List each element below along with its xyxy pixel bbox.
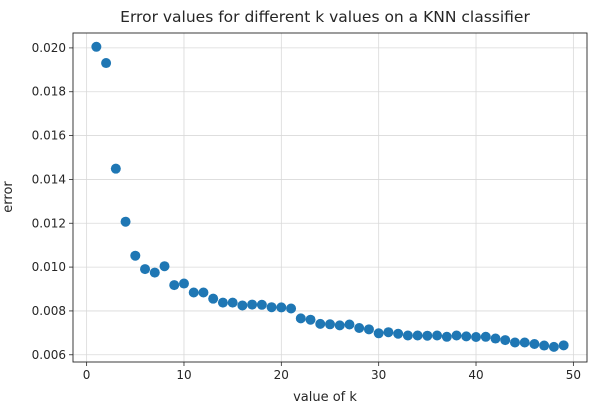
x-tick-label: 0 <box>83 368 91 382</box>
data-points <box>91 41 569 352</box>
data-point <box>217 297 228 308</box>
data-point <box>354 323 365 334</box>
data-point <box>198 287 209 298</box>
plot-frame <box>72 32 588 363</box>
data-point <box>363 324 374 335</box>
data-point <box>490 333 501 344</box>
data-point <box>169 280 180 291</box>
y-tick-label: 0.012 <box>32 216 66 230</box>
grid <box>73 33 587 362</box>
y-tick-label: 0.014 <box>32 172 66 186</box>
y-tick-label: 0.018 <box>32 85 66 99</box>
data-point <box>286 303 297 314</box>
data-point <box>91 41 102 52</box>
data-point <box>451 330 462 341</box>
data-point <box>120 216 131 227</box>
data-point <box>247 299 258 310</box>
data-point <box>325 319 335 330</box>
y-ticks: 0.006 0.008 0.010 0.012 0.014 0.016 0.018 0.020 <box>32 41 73 362</box>
data-point <box>295 313 306 324</box>
x-tick-label: 50 <box>566 368 581 382</box>
data-point <box>334 320 345 331</box>
data-point <box>529 339 540 350</box>
data-point <box>558 340 569 351</box>
data-point <box>500 335 511 346</box>
data-point <box>344 319 355 330</box>
data-point <box>441 331 452 342</box>
y-axis-label: error <box>1 181 16 213</box>
data-point <box>402 330 413 341</box>
data-point <box>471 332 482 343</box>
data-point <box>548 341 559 352</box>
data-point <box>383 327 394 338</box>
y-tick-label: 0.016 <box>32 129 66 143</box>
x-tick-label: 30 <box>371 368 386 382</box>
data-point <box>412 330 423 341</box>
data-point <box>461 331 472 342</box>
data-point <box>130 250 141 261</box>
x-axis-label: value of k <box>293 390 357 405</box>
data-point <box>188 287 199 298</box>
data-point <box>315 318 326 329</box>
x-tick-label: 40 <box>468 368 483 382</box>
data-point <box>276 302 287 313</box>
y-tick-label: 0.006 <box>32 348 66 362</box>
data-point <box>480 331 491 342</box>
data-point <box>539 340 550 351</box>
data-point <box>149 267 160 278</box>
y-tick-label: 0.010 <box>32 260 66 274</box>
data-point <box>208 293 219 304</box>
data-point <box>140 264 151 275</box>
chart-title: Error values for different k values on a… <box>120 8 530 26</box>
data-point <box>305 314 316 325</box>
data-point <box>227 297 238 308</box>
data-point <box>178 278 189 289</box>
data-point <box>432 330 443 341</box>
x-tick-label: 20 <box>274 368 289 382</box>
data-point <box>256 299 267 310</box>
data-point <box>509 337 520 348</box>
data-point <box>237 300 248 311</box>
data-point <box>422 330 433 341</box>
data-point <box>101 58 112 69</box>
data-point <box>110 163 121 174</box>
data-point <box>393 328 404 339</box>
data-point <box>159 261 170 272</box>
y-tick-label: 0.008 <box>32 304 66 318</box>
y-tick-label: 0.020 <box>32 41 66 55</box>
data-point <box>519 337 530 348</box>
x-tick-label: 10 <box>176 368 191 382</box>
data-point <box>373 328 384 339</box>
data-point <box>266 302 277 313</box>
x-ticks: 0 10 20 30 40 50 <box>83 362 581 382</box>
